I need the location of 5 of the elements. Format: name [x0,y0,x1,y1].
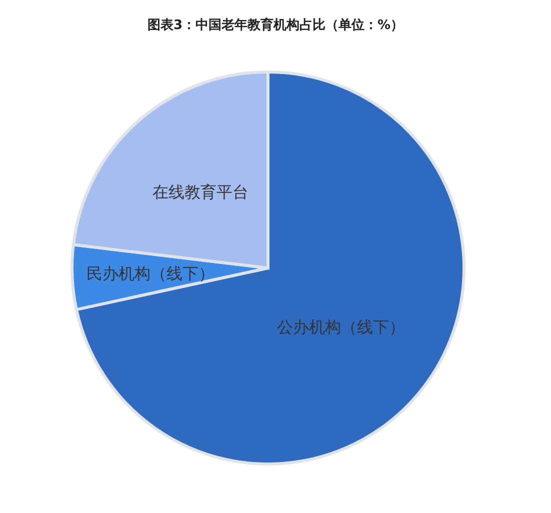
chart-title: 图表3：中国老年教育机构占比（单位：%） [146,16,405,34]
slice-label: 民办机构（线下） [86,264,215,284]
slice-label: 公办机构（线下） [277,318,406,337]
pie-slice [74,70,466,466]
slice-label: 在线教育平台 [152,182,248,202]
